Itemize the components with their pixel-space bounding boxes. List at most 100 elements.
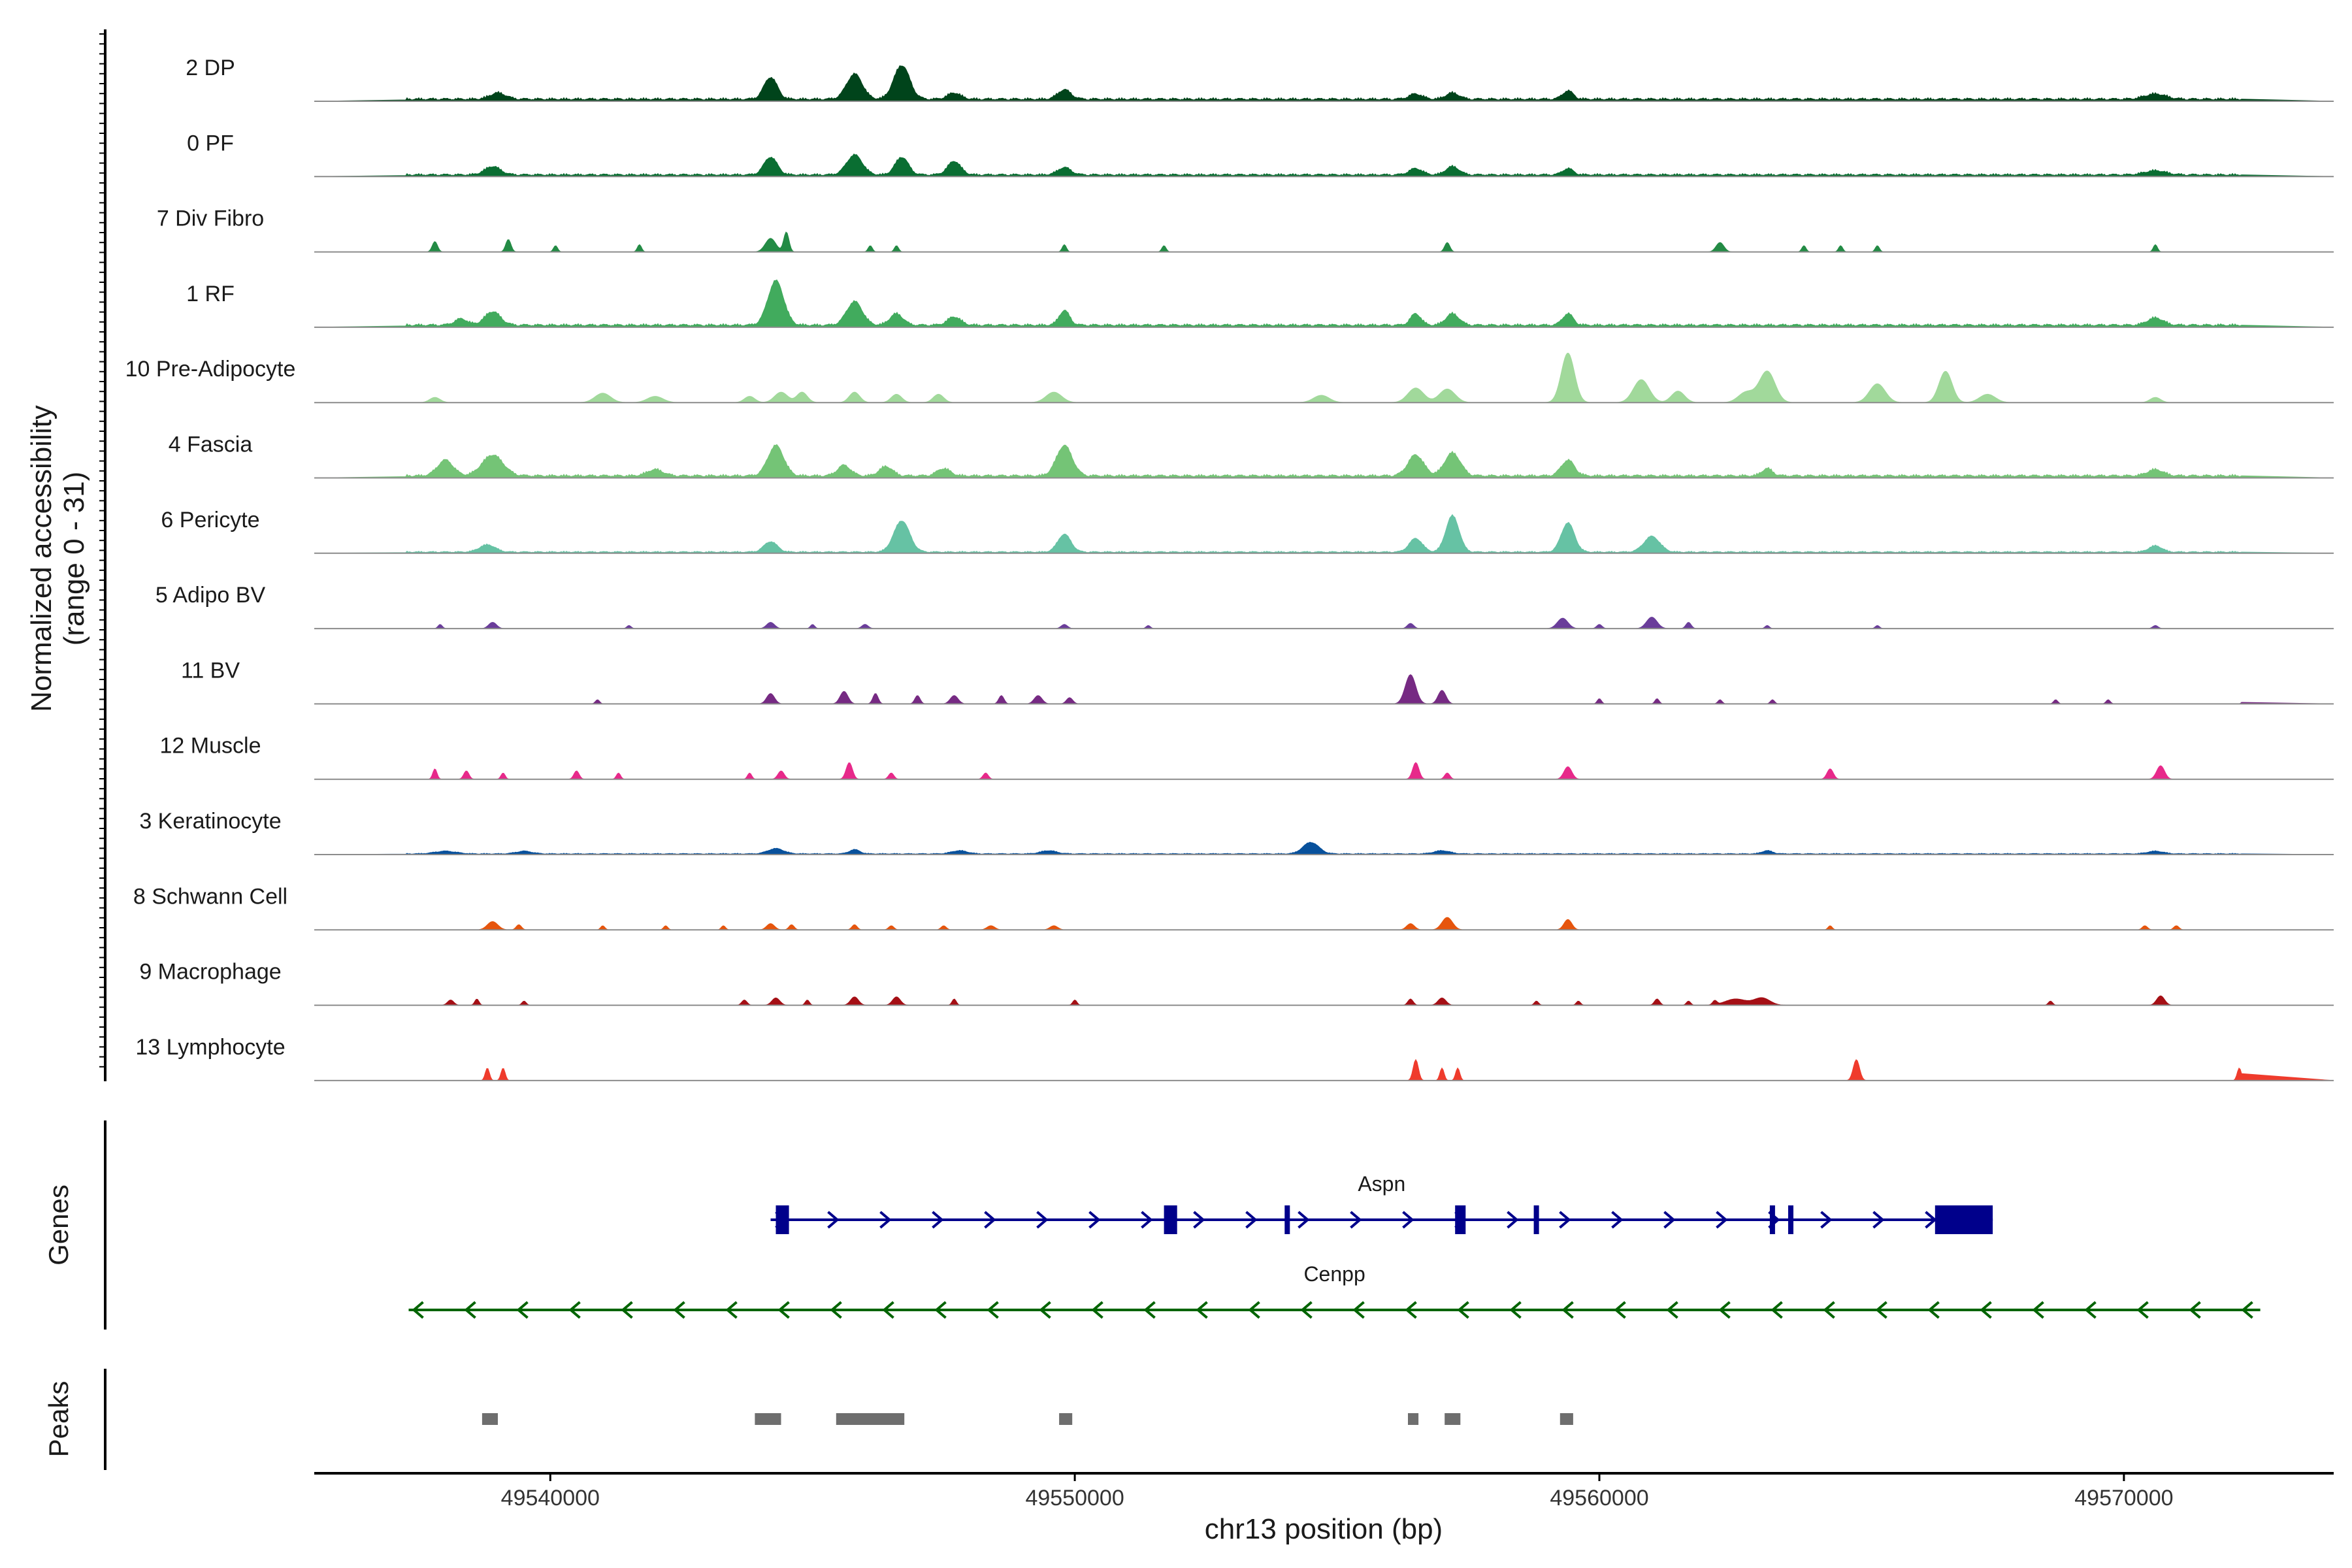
- coverage-area: [314, 65, 2334, 102]
- track-label: 2 DP: [186, 56, 235, 80]
- x-axis-ticks: 49540000 49550000 49560000 49570000: [501, 1473, 2174, 1511]
- strand-arrow: [777, 1301, 790, 1319]
- x-axis-title: chr13 position (bp): [1205, 1513, 1443, 1545]
- strand-arrow: [412, 1301, 424, 1319]
- track-label: 13 Lymphocyte: [135, 1035, 285, 1060]
- coverage-area: [314, 617, 2334, 629]
- coverage-area: [314, 514, 2334, 554]
- strand-arrow: [1352, 1301, 1365, 1319]
- strand-arrow: [932, 1211, 944, 1229]
- track-label: 7 Div Fibro: [157, 206, 264, 231]
- track-9-macrophage: 9 Macrophage: [139, 960, 2334, 1006]
- coverage-area: [314, 762, 2334, 780]
- track-12-muscle: 12 Muscle: [160, 734, 2334, 780]
- strand-arrow: [2241, 1301, 2253, 1319]
- track-label: 4 Fascia: [169, 433, 253, 457]
- exon: [1455, 1205, 1466, 1234]
- coverage-panel: 2 DP 0 PF 7 Div Fibro 1 RF 10 Pre-Adipocyte 4…: [25, 29, 2334, 1081]
- peak-region: [836, 1413, 905, 1425]
- coverage-area: [314, 352, 2334, 403]
- peak-region: [755, 1413, 781, 1425]
- x-tick-label: 49550000: [1025, 1486, 1124, 1511]
- peak-region: [1445, 1413, 1461, 1425]
- strand-arrow: [1402, 1211, 1414, 1229]
- track-label: 8 Schwann Cell: [133, 884, 287, 909]
- x-axis: 49540000 49550000 49560000 49570000 chr13 p…: [314, 1472, 2334, 1545]
- strand-arrow: [1771, 1301, 1783, 1319]
- coverage-area: [314, 674, 2334, 704]
- track-label: 11 BV: [181, 658, 240, 683]
- strand-arrow: [1614, 1301, 1626, 1319]
- genes-panel: Genes Aspn Cenpp: [43, 1120, 2261, 1330]
- track-label: 9 Macrophage: [139, 960, 281, 985]
- strand-arrow: [1088, 1211, 1101, 1229]
- strand-arrow: [1559, 1211, 1571, 1229]
- strand-arrow: [827, 1211, 840, 1229]
- track-4-fascia: 4 Fascia: [169, 433, 2334, 479]
- strand-arrow: [1196, 1301, 1208, 1319]
- coverage-tracks: 2 DP 0 PF 7 Div Fibro 1 RF 10 Pre-Adipocyte 4…: [125, 56, 2334, 1081]
- strand-arrow: [568, 1301, 581, 1319]
- exon: [1788, 1205, 1793, 1234]
- coverage-area: [314, 231, 2334, 253]
- exon: [1284, 1205, 1290, 1234]
- y-axis-range: (range 0 - 31): [58, 472, 90, 646]
- strand-arrow: [1666, 1301, 1678, 1319]
- strand-arrow: [1875, 1301, 1887, 1319]
- strand-arrow: [1509, 1301, 1522, 1319]
- track-label: 6 Pericyte: [161, 508, 259, 532]
- track-0-pf: 0 PF: [187, 131, 2334, 178]
- track-label: 3 Keratinocyte: [139, 809, 281, 834]
- strand-arrow: [1143, 1301, 1156, 1319]
- strand-arrow: [1036, 1211, 1049, 1229]
- peak-region: [1560, 1413, 1573, 1425]
- strand-arrow: [1298, 1211, 1310, 1229]
- strand-arrow: [1716, 1211, 1728, 1229]
- track-label: 5 Adipo BV: [155, 583, 266, 608]
- track-7-div-fibro: 7 Div Fibro: [157, 206, 2334, 253]
- strand-arrow: [934, 1301, 947, 1319]
- track-label: 1 RF: [186, 282, 235, 306]
- track-8-schwann-cell: 8 Schwann Cell: [133, 884, 2334, 931]
- strand-arrow: [1405, 1301, 1417, 1319]
- gene-label: Aspn: [1358, 1172, 1405, 1196]
- track-6-pericyte: 6 Pericyte: [161, 508, 2334, 554]
- strand-arrow: [1245, 1211, 1258, 1229]
- coverage-y-ticks: [99, 33, 105, 1068]
- strand-arrow: [879, 1211, 892, 1229]
- strand-arrow: [830, 1301, 842, 1319]
- coverage-area: [314, 841, 2334, 855]
- strand-arrow: [2189, 1301, 2201, 1319]
- strand-arrow: [987, 1301, 999, 1319]
- gene-models: Aspn Cenpp: [408, 1172, 2261, 1319]
- peaks-panel-title: Peaks: [43, 1381, 74, 1458]
- strand-arrow: [621, 1301, 633, 1319]
- track-label: 10 Pre-Adipocyte: [125, 357, 296, 382]
- strand-arrow: [1663, 1211, 1676, 1229]
- strand-arrow: [1457, 1301, 1469, 1319]
- strand-arrow: [1925, 1211, 1937, 1229]
- track-3-keratinocyte: 3 Keratinocyte: [139, 809, 2334, 855]
- coverage-area: [314, 154, 2334, 177]
- strand-arrow: [1980, 1301, 1992, 1319]
- coverage-area: [314, 444, 2334, 478]
- strand-arrow: [1823, 1301, 1835, 1319]
- exon: [1935, 1205, 1993, 1234]
- x-tick-label: 49560000: [1550, 1486, 1648, 1511]
- strand-arrow: [2136, 1301, 2149, 1319]
- gene-label: Cenpp: [1303, 1262, 1365, 1286]
- exon: [1533, 1205, 1539, 1234]
- track-10-pre-adipocyte: 10 Pre-Adipocyte: [125, 352, 2334, 404]
- strand-arrow: [1091, 1301, 1103, 1319]
- coverage-area: [314, 1058, 2334, 1081]
- exon: [776, 1205, 789, 1234]
- strand-arrow: [2084, 1301, 2097, 1319]
- strand-arrow: [464, 1301, 476, 1319]
- strand-arrow: [673, 1301, 685, 1319]
- peak-region: [1059, 1413, 1073, 1425]
- strand-arrow: [2032, 1301, 2044, 1319]
- strand-arrow: [1193, 1211, 1205, 1229]
- track-1-rf: 1 RF: [186, 279, 2334, 328]
- strand-arrow: [1350, 1211, 1362, 1229]
